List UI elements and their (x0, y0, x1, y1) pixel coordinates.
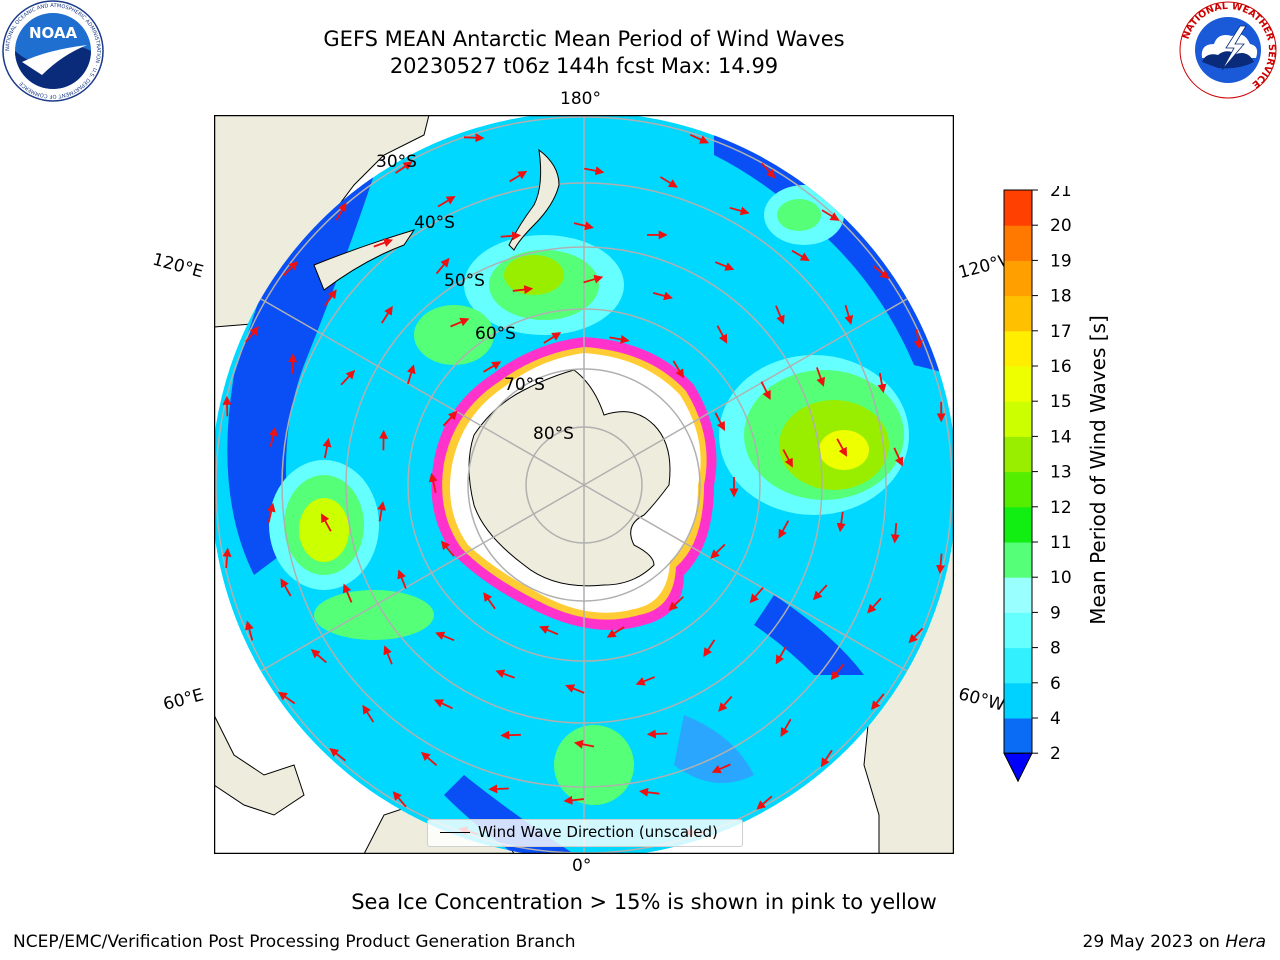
colorbar-tick-label: 10 (1050, 568, 1072, 588)
wind-wave-arrow (464, 137, 480, 138)
colorbar-swatch (1004, 472, 1032, 508)
colorbar-tick-label: 4 (1050, 709, 1061, 729)
colorbar-swatch (1004, 190, 1032, 226)
colorbar-swatch (1004, 366, 1032, 402)
lat-label-30s: 30°S (376, 152, 417, 172)
wind-wave-arrow (493, 788, 509, 789)
lon-label-120e: 120°E (150, 250, 205, 283)
colorbar-tick-label: 13 (1050, 463, 1072, 483)
wind-wave-arrow (501, 236, 517, 237)
colorbar-swatch (1004, 401, 1032, 437)
lat-label-50s: 50°S (444, 271, 485, 291)
colorbar-swatch (1004, 225, 1032, 261)
colorbar-tick-label: 14 (1050, 427, 1072, 447)
colorbar-label: Mean Period of Wind Waves [s] (1086, 315, 1110, 625)
colorbar-swatch (1004, 260, 1032, 296)
wind-wave-arrow (292, 358, 293, 374)
map-legend: Wind Wave Direction (unscaled) (427, 819, 743, 847)
colorbar-tick-label: 12 (1050, 498, 1072, 518)
colorbar-swatch (1004, 648, 1032, 684)
colorbar-swatch (1004, 542, 1032, 578)
colorbar-swatch (1004, 331, 1032, 367)
lon-label-180: 180° (560, 89, 601, 109)
colorbar-swatch (1004, 507, 1032, 543)
polar-map (214, 115, 954, 854)
lat-label-60s: 60°S (475, 324, 516, 344)
colorbar-tick-label: 6 (1050, 674, 1061, 694)
colorbar-tick-label: 2 (1050, 744, 1061, 764)
nws-logo: NATIONAL WEATHER SERVICE (1178, 0, 1278, 100)
sea-ice-note: Sea Ice Concentration > 15% is shown in … (184, 890, 1104, 914)
wind-wave-arrow (651, 734, 667, 735)
colorbar-tick-label: 17 (1050, 322, 1072, 342)
lon-label-60e: 60°E (161, 685, 206, 715)
colorbar-tick-label: 15 (1050, 392, 1072, 412)
colorbar-tick-label: 19 (1050, 251, 1072, 271)
colorbar-tick-label: 21 (1050, 186, 1072, 201)
colorbar-swatch (1004, 612, 1032, 648)
colorbar-swatch (1004, 577, 1032, 613)
colorbar-swatch (1004, 718, 1032, 754)
legend-label: Wind Wave Direction (unscaled) (478, 823, 718, 841)
colorbar-swatch (1004, 436, 1032, 472)
svg-text:NOAA: NOAA (29, 24, 78, 42)
colorbar-tick-label: 18 (1050, 287, 1072, 307)
colorbar-tick-label: 16 (1050, 357, 1072, 377)
lat-label-40s: 40°S (414, 213, 455, 233)
footer-date-text: 29 May 2023 on (1083, 932, 1226, 952)
legend-line-swatch (440, 832, 470, 833)
colorbar-tick-label: 9 (1050, 603, 1061, 623)
lon-label-0: 0° (572, 856, 591, 876)
footer-date: 29 May 2023 on Hera (1083, 932, 1267, 952)
colorbar-swatch (1004, 296, 1032, 332)
chart-subtitle: 20230527 t06z 144h fcst Max: 14.99 (184, 54, 984, 78)
colorbar-tick-label: 20 (1050, 216, 1072, 236)
footer-credit: NCEP/EMC/Verification Post Processing Pr… (13, 932, 576, 952)
chart-title: GEFS MEAN Antarctic Mean Period of Wind … (184, 27, 984, 51)
colorbar-tick-label: 8 (1050, 639, 1061, 659)
lat-label-70s: 70°S (504, 375, 545, 395)
colorbar-under-arrow (1004, 753, 1032, 781)
noaa-logo: NOAA NATIONAL OCEANIC AND ATMOSPHERIC AD… (2, 0, 104, 102)
colorbar-tick-label: 11 (1050, 533, 1072, 553)
colorbar-swatch (1004, 683, 1032, 719)
lat-label-80s: 80°S (533, 424, 574, 444)
footer-host: Hera (1225, 932, 1266, 952)
